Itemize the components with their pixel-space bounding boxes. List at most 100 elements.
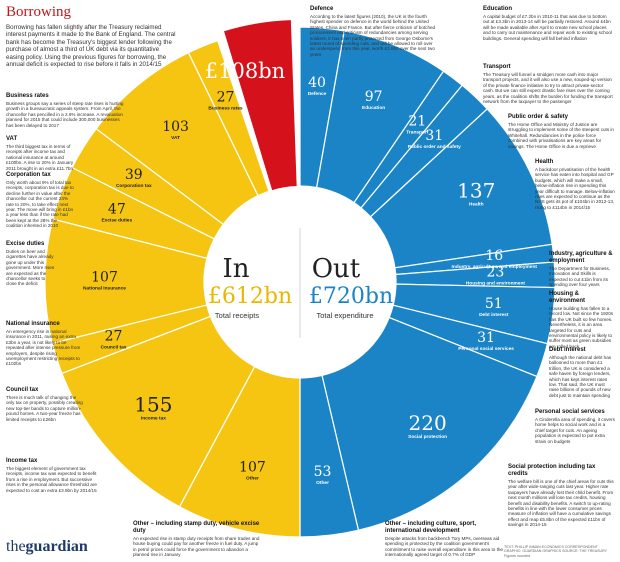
slice-label-corporation-tax: Corporation tax bbox=[116, 183, 152, 189]
slice-value-income-tax: 155 bbox=[134, 392, 172, 416]
note-other-receipts: Other – including stamp duty, vehicle ex… bbox=[133, 521, 261, 558]
slice-value-education: 97 bbox=[365, 89, 383, 105]
out-title: Out bbox=[312, 254, 361, 284]
note-text: The Treasury will funnel a smidgen more … bbox=[483, 72, 613, 105]
note-title: Other – including stamp duty, vehicle ex… bbox=[133, 521, 260, 534]
header: Borrowing bbox=[6, 4, 71, 21]
note-title: Other – including culture, sport, intern… bbox=[385, 521, 477, 534]
slice-value-housing-and-environment: 23 bbox=[487, 264, 505, 280]
slice-label-council-tax: Council tax bbox=[101, 345, 127, 351]
out-total: £720bn bbox=[309, 284, 393, 309]
guardian-logo: theguardian bbox=[6, 538, 88, 556]
slice-label-education: Education bbox=[362, 105, 385, 111]
slice-label-excise-duties: Excise duties bbox=[101, 218, 132, 224]
slice-value-national-insurance: 107 bbox=[91, 269, 118, 285]
note-title: Income tax bbox=[6, 458, 38, 464]
note-text: The welfare bill is one of the chief are… bbox=[508, 479, 614, 528]
in-total: £612bn bbox=[208, 284, 292, 309]
note-title: Health bbox=[535, 159, 554, 165]
slice-value-other: 53 bbox=[314, 464, 332, 480]
slice-label-social-protection: Social protection bbox=[408, 434, 447, 440]
in-slice-corporation-tax bbox=[71, 127, 225, 240]
in-slice-income-tax bbox=[61, 315, 256, 508]
note-title: Business rates bbox=[6, 93, 49, 99]
slice-label-other: Other bbox=[316, 480, 329, 486]
slice-label-income-tax: Income tax bbox=[141, 415, 166, 421]
note-title: VAT bbox=[6, 136, 18, 142]
note-text: An emergency rise in national insurance … bbox=[6, 329, 81, 367]
note-industry: Industry, agriculture & employment The D… bbox=[549, 251, 615, 288]
note-text: The third biggest tax in terms of receip… bbox=[6, 144, 74, 171]
slice-value-business-rates: 27 bbox=[217, 89, 235, 105]
slice-label-industry-agriculture-and-employment: Industry, agriculture and employment bbox=[452, 264, 538, 270]
note-other-spending: Other – including culture, sport, intern… bbox=[385, 521, 503, 558]
slice-label-defence: Defence bbox=[308, 91, 327, 97]
slice-value-industry-agriculture-and-employment: 16 bbox=[485, 248, 503, 264]
note-education: Education A capital budget of £7.2bn in … bbox=[483, 6, 614, 41]
slice-value-defence: 40 bbox=[308, 75, 326, 91]
slice-label-business-rates: Business rates bbox=[208, 105, 242, 111]
note-corporation-tax: Corporation tax Only worth about 9% of t… bbox=[6, 172, 74, 229]
note-text: A capital budget of £7.2bn in 2010-11 th… bbox=[483, 14, 612, 41]
borrowing-value: £108bn bbox=[205, 59, 285, 83]
slice-label-national-insurance: National insurance bbox=[83, 285, 126, 291]
note-income-tax: Income tax The biggest element of govern… bbox=[6, 458, 98, 493]
note-text: Although the national debt has ballooned… bbox=[549, 355, 612, 398]
note-text: Duties on beer and cigarettes have alrea… bbox=[6, 249, 55, 287]
in-slice-vat bbox=[95, 51, 259, 226]
slice-value-corporation-tax: 39 bbox=[125, 167, 143, 183]
slice-value-excise-duties: 47 bbox=[108, 202, 126, 218]
note-title: Industry, agriculture & employment bbox=[549, 251, 613, 264]
slice-label-housing-and-environment: Housing and environment bbox=[466, 280, 526, 286]
borrowing-wedge bbox=[224, 20, 297, 191]
slice-label-health: Health bbox=[469, 201, 484, 207]
note-social-protection: Social protection including tax credits … bbox=[508, 464, 614, 528]
brand-prefix: the bbox=[6, 538, 26, 555]
note-excise-duties: Excise duties Duties on beer and cigaret… bbox=[6, 241, 56, 287]
note-text: Despite attacks from backbench Tory MPs,… bbox=[385, 536, 503, 558]
note-title: Defence bbox=[310, 6, 334, 12]
note-text: A Cinderella area of spending, it covers… bbox=[535, 417, 615, 444]
note-text: Business groups say a series of steep ra… bbox=[6, 101, 124, 128]
in-slice-business-rates bbox=[187, 39, 270, 197]
slice-value-vat: 103 bbox=[162, 119, 189, 135]
slice-label-debt-interest: Debt interest bbox=[479, 312, 509, 318]
brand-name: guardian bbox=[25, 538, 88, 555]
note-text: Only worth about 9% of total tax receipt… bbox=[6, 180, 74, 229]
note-text: The Department for Business, Innovation … bbox=[549, 266, 611, 288]
slice-value-transport: 21 bbox=[408, 114, 426, 130]
note-title: Excise duties bbox=[6, 241, 45, 247]
note-national-insurance: National insurance An emergency rise in … bbox=[6, 321, 84, 367]
note-council-tax: Council tax There is much talk of changi… bbox=[6, 387, 84, 422]
slice-value-council-tax: 27 bbox=[105, 329, 123, 345]
note-text: A backdoor privatisation of the health s… bbox=[535, 167, 615, 210]
note-title: Social protection including tax credits bbox=[508, 464, 596, 477]
note-title: Housing & environment bbox=[549, 291, 586, 304]
in-slice-other bbox=[178, 365, 301, 538]
note-housing: Housing & environment House building has… bbox=[549, 291, 615, 349]
note-title: Education bbox=[483, 6, 513, 12]
slice-label-transport: Transport bbox=[406, 130, 429, 136]
note-transport: Transport The Treasury will funnel a smi… bbox=[483, 64, 614, 104]
slice-label-other: Other bbox=[246, 476, 259, 482]
note-text: House building has fallen to a record lo… bbox=[549, 306, 614, 349]
slice-value-other: 107 bbox=[239, 460, 266, 476]
slice-value-social-protection: 220 bbox=[409, 411, 447, 435]
in-title: In bbox=[222, 254, 249, 284]
note-business-rates: Business rates Business groups say a ser… bbox=[6, 93, 126, 128]
note-title: Transport bbox=[483, 64, 511, 70]
note-personal-social: Personal social services A Cinderella ar… bbox=[535, 409, 615, 444]
in-total-caption: Total receipts bbox=[215, 311, 259, 320]
header-description: Borrowing has fallen slightly after the … bbox=[6, 24, 176, 69]
donut-slices bbox=[44, 20, 556, 538]
in-slice-council-tax bbox=[51, 304, 212, 375]
slice-value-debt-interest: 51 bbox=[485, 296, 503, 312]
note-text: The Home Office and Ministry of Justice … bbox=[508, 122, 614, 149]
slice-label-vat: VAT bbox=[171, 135, 180, 141]
credit-line: TEXT: PHILLIP INMAN ECONOMICS CORRESPOND… bbox=[504, 544, 607, 558]
note-vat: VAT The third biggest tax in terms of re… bbox=[6, 136, 78, 171]
slice-value-personal-social-services: 31 bbox=[477, 330, 495, 346]
note-title: Council tax bbox=[6, 387, 39, 393]
note-health: Health A backdoor privatisation of the h… bbox=[535, 159, 615, 210]
slice-value-public-order-and-safety: 31 bbox=[425, 128, 443, 144]
